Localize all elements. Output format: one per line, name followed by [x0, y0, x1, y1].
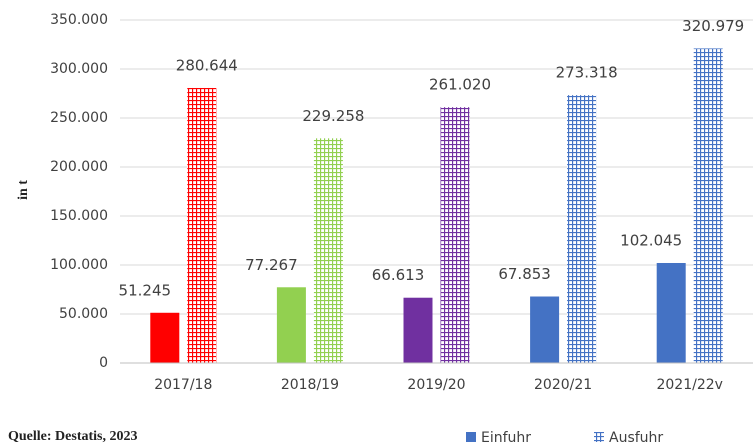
bar	[187, 87, 217, 364]
y-tick-label: 150.000	[50, 208, 108, 224]
data-label: 320.979	[682, 17, 744, 35]
x-tick-label: 2018/19	[281, 377, 339, 393]
x-tick-label: 2021/22v	[656, 377, 722, 393]
y-tick-label: 50.000	[59, 306, 108, 322]
bar	[276, 287, 306, 363]
bar	[693, 48, 723, 363]
x-tick-label: 2017/18	[154, 377, 212, 393]
data-label: 66.613	[372, 266, 425, 284]
bar	[656, 262, 686, 363]
data-label: 102.045	[620, 231, 682, 249]
source: Quelle: Destatis, 2023	[8, 429, 137, 444]
y-tick-label: 0	[99, 355, 108, 371]
data-label: 67.853	[498, 265, 551, 283]
bar	[150, 312, 180, 363]
data-label: 51.245	[119, 281, 172, 299]
x-tick-label: 2020/21	[534, 377, 592, 393]
y-tick-label: 350.000	[50, 12, 108, 28]
y-tick-label: 200.000	[50, 159, 108, 175]
data-label: 273.318	[556, 64, 618, 82]
bar	[403, 297, 433, 363]
legend-swatch	[466, 432, 476, 442]
legend-label: Ausfuhr	[609, 430, 663, 446]
y-tick-label: 250.000	[50, 110, 108, 126]
data-label: 229.258	[302, 107, 364, 125]
legend-label: Einfuhr	[481, 430, 531, 446]
y-tick-label: 300.000	[50, 61, 108, 77]
bar	[313, 138, 343, 363]
data-label: 77.267	[245, 256, 298, 274]
bar	[440, 107, 470, 363]
x-tick-label: 2019/20	[407, 377, 465, 393]
data-label: 280.644	[176, 56, 238, 74]
legend-swatch	[594, 432, 604, 442]
bar	[530, 296, 560, 363]
y-axis-label: in t	[16, 180, 31, 200]
y-tick-label: 100.000	[50, 257, 108, 273]
bar	[567, 95, 597, 363]
data-label: 261.020	[429, 76, 491, 94]
